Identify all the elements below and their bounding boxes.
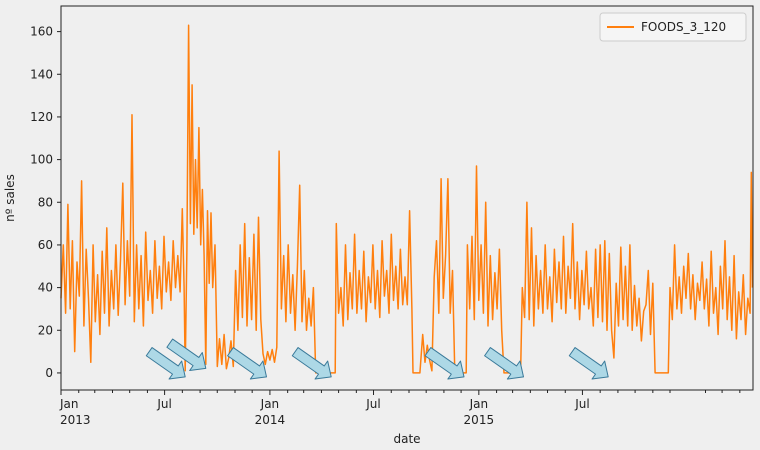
annotation-arrows — [145, 338, 609, 380]
x-tick-label: Jul — [156, 397, 171, 411]
legend-label: FOODS_3_120 — [641, 20, 726, 34]
legend-box — [599, 12, 747, 42]
annotation-arrow — [227, 347, 267, 380]
x-tick-year-label: 2013 — [60, 413, 91, 427]
x-tick-year-label: 2015 — [464, 413, 495, 427]
series-layer — [60, 24, 754, 374]
plot-background — [61, 6, 753, 390]
y-axis-title: nº sales — [3, 174, 17, 222]
x-tick-label: Jul — [365, 397, 380, 411]
annotation-arrow-shape — [291, 347, 332, 380]
x-tick-label: Jul — [574, 397, 589, 411]
y-axis-ticks: 0 20 40 60 80 100 120 140 160 — [30, 25, 61, 380]
annotation-arrow — [424, 347, 465, 380]
y-tick-label: 20 — [38, 323, 53, 337]
y-tick-label: 40 — [38, 281, 53, 295]
annotation-arrow — [291, 347, 332, 380]
x-tick-label: Jan — [260, 397, 280, 411]
y-tick-label: 160 — [30, 25, 53, 39]
legend: FOODS_3_120 — [599, 12, 747, 42]
x-tick-label: Jan — [59, 397, 79, 411]
y-tick-label: 140 — [30, 67, 53, 81]
annotation-arrow-shape — [227, 347, 267, 380]
y-tick-label: 120 — [30, 110, 53, 124]
x-tick-label: Jan — [469, 397, 489, 411]
x-tick-year-label: 2014 — [255, 413, 286, 427]
plot-frame — [60, 5, 754, 391]
annotation-arrow-shape — [145, 347, 186, 380]
annotation-arrow — [145, 347, 186, 380]
annotation-arrow-shape — [484, 347, 524, 380]
y-tick-label: 100 — [30, 153, 53, 167]
annotation-arrow-shape — [424, 347, 465, 380]
y-tick-label: 60 — [38, 238, 53, 252]
x-axis-title: date — [393, 432, 420, 446]
annotation-arrow — [166, 338, 207, 372]
annotation-arrow — [568, 347, 609, 380]
annotation-arrow — [484, 347, 524, 380]
y-tick-label: 0 — [45, 366, 53, 380]
y-tick-label: 80 — [38, 195, 53, 209]
x-axis-ticks: Jan 2013 Jul Jan 2014 Jul Jan 2015 Jul — [59, 390, 741, 427]
annotation-arrow-shape — [568, 347, 609, 380]
series-line-0 — [60, 24, 754, 374]
annotation-arrow-shape — [166, 338, 207, 372]
